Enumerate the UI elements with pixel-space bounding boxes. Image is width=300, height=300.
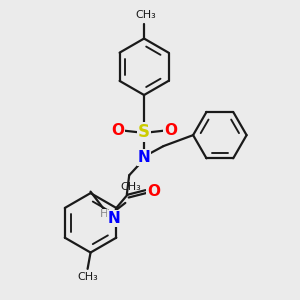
Text: N: N <box>138 150 150 165</box>
Text: N: N <box>108 211 121 226</box>
Text: S: S <box>138 123 150 141</box>
Text: CH₃: CH₃ <box>121 182 142 192</box>
Text: H: H <box>99 209 108 220</box>
Text: CH₃: CH₃ <box>135 11 156 20</box>
Text: O: O <box>147 184 160 199</box>
Text: O: O <box>164 123 177 138</box>
Text: CH₃: CH₃ <box>77 272 98 282</box>
Text: O: O <box>111 123 124 138</box>
